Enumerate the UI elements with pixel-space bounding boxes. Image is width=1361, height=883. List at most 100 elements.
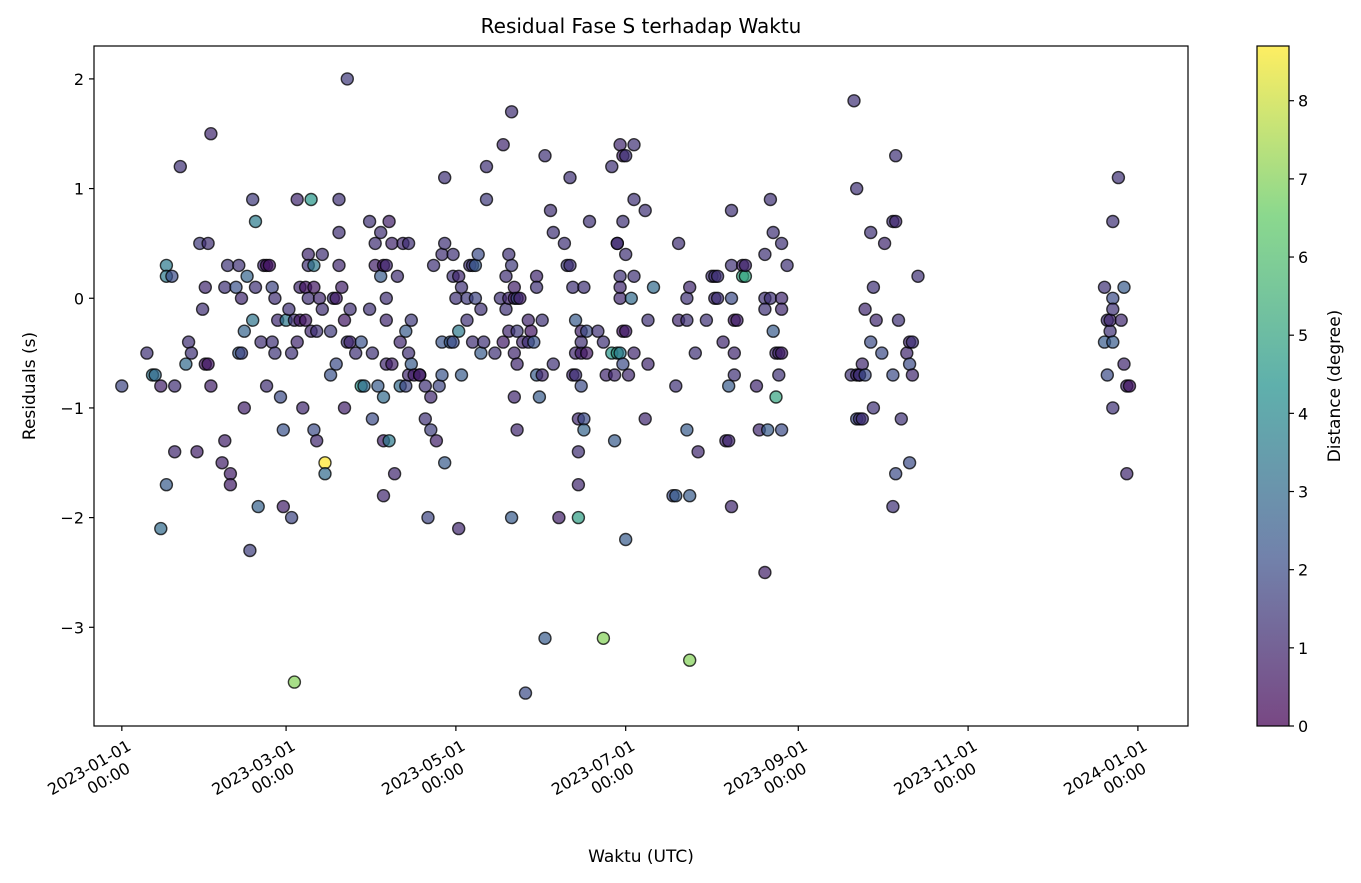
scatter-point — [596, 631, 611, 645]
scatter-point — [343, 302, 357, 316]
scatter-point — [502, 247, 516, 262]
scatter-point — [727, 368, 741, 382]
scatter-point — [220, 258, 235, 273]
scatter-point — [680, 313, 694, 327]
scatter-point — [429, 434, 444, 448]
scatter-point — [688, 346, 702, 360]
scatter-point — [296, 401, 310, 415]
scatter-point — [1106, 335, 1120, 349]
scatter-point — [891, 313, 906, 327]
scatter-point — [362, 302, 377, 316]
scatter-point — [724, 258, 739, 273]
scatter-point — [290, 192, 304, 207]
scatter-point — [616, 357, 630, 371]
y-tick-label: 0 — [74, 289, 84, 308]
scatter-point — [680, 423, 694, 437]
colorbar — [1257, 46, 1289, 726]
scatter-point — [432, 379, 446, 393]
scatter-point — [577, 412, 591, 426]
scatter-point — [610, 236, 624, 251]
scatter-point — [613, 280, 627, 294]
scatter-point — [329, 291, 343, 305]
scatter-point — [265, 280, 279, 294]
scatter-point — [248, 280, 263, 294]
colorbar-tick-label: 3 — [1298, 483, 1308, 502]
chart-title: Residual Fase S terhadap Waktu — [481, 14, 802, 38]
scatter-point — [758, 565, 772, 580]
scatter-point — [766, 225, 780, 240]
scatter-point — [627, 269, 641, 283]
scatter-point — [1106, 401, 1120, 415]
scatter-point — [254, 335, 268, 349]
scatter-point — [307, 423, 321, 437]
scatter-point — [877, 236, 892, 251]
scatter-point — [763, 192, 778, 207]
scatter-point — [282, 302, 296, 316]
scatter-point — [571, 445, 586, 459]
scatter-point — [774, 236, 789, 251]
scatter-point — [167, 379, 182, 393]
scatter-point — [379, 313, 393, 327]
scatter-point — [568, 368, 583, 382]
scatter-point — [683, 280, 697, 294]
scatter-point — [543, 203, 558, 218]
scatter-point — [613, 137, 627, 152]
scatter-point — [304, 192, 318, 207]
scatter-point — [387, 467, 402, 481]
scatter-point — [259, 379, 274, 393]
scatter-point — [390, 269, 405, 283]
scatter-point — [858, 368, 872, 382]
scatter-point — [521, 313, 535, 327]
scatter-point — [385, 236, 399, 251]
scatter-point — [568, 313, 583, 327]
scatter-point — [496, 335, 510, 349]
scatter-point — [574, 379, 588, 393]
scatter-point — [329, 357, 343, 371]
scatter-point — [368, 236, 382, 251]
scatter-point — [215, 456, 229, 470]
scatter-point — [627, 346, 641, 360]
scatter-point — [499, 302, 513, 316]
colorbar-tick-label: 6 — [1298, 248, 1308, 267]
scatter-point — [724, 203, 739, 218]
scatter-point — [357, 379, 371, 393]
y-tick-label: 2 — [74, 70, 84, 89]
scatter-point — [307, 280, 321, 294]
colorbar-frame — [1256, 45, 1290, 727]
scatter-point — [669, 379, 683, 393]
scatter-point — [627, 137, 641, 152]
scatter-point — [301, 247, 315, 262]
scatter-point — [758, 302, 772, 316]
scatter-point — [724, 291, 739, 305]
scatter-point — [538, 631, 552, 645]
scatter-point — [379, 258, 393, 273]
scatter-point — [446, 247, 460, 262]
colorbar-tick-label: 0 — [1298, 717, 1308, 736]
scatter-point — [529, 269, 544, 283]
scatter-point — [362, 214, 377, 229]
scatter-point — [268, 291, 282, 305]
scatter-point — [596, 335, 611, 349]
scatter-point — [477, 335, 491, 349]
scatter-point — [621, 368, 636, 382]
scatter-point — [374, 269, 388, 283]
scatter-point — [722, 434, 736, 448]
scatter-point — [518, 686, 533, 700]
scatter-point — [591, 324, 605, 338]
scatter-point — [479, 159, 494, 174]
scatter-point — [371, 379, 385, 393]
y-tick-label: 1 — [74, 180, 84, 199]
scatter-point — [424, 390, 438, 404]
colorbar-tick-label: 4 — [1298, 404, 1308, 423]
scatter-point — [245, 192, 260, 207]
scatter-point — [769, 390, 783, 404]
scatter-point — [1117, 357, 1131, 371]
scatter-point — [577, 423, 591, 437]
scatter-point — [691, 445, 705, 459]
scatter-point — [426, 258, 441, 273]
scatter-point — [855, 412, 869, 426]
scatter-point — [607, 368, 622, 382]
scatter-point — [574, 335, 588, 349]
scatter-point — [507, 346, 521, 360]
